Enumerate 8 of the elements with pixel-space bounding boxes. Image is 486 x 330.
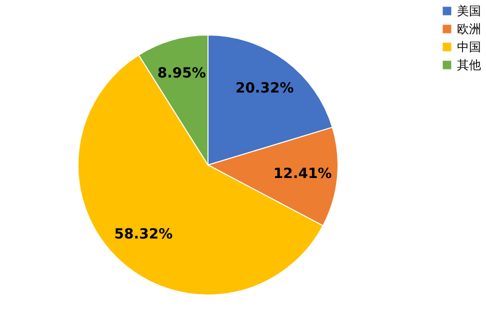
legend-label: 美国 bbox=[457, 4, 481, 18]
data-label: 58.32% bbox=[114, 226, 173, 243]
legend-label: 欧洲 bbox=[457, 22, 481, 36]
data-label: 20.32% bbox=[235, 80, 294, 97]
legend-label: 中国 bbox=[457, 40, 481, 54]
data-label: 12.41% bbox=[273, 166, 332, 182]
legend-label: 其他 bbox=[457, 58, 481, 72]
data-label: 8.95% bbox=[157, 66, 206, 82]
